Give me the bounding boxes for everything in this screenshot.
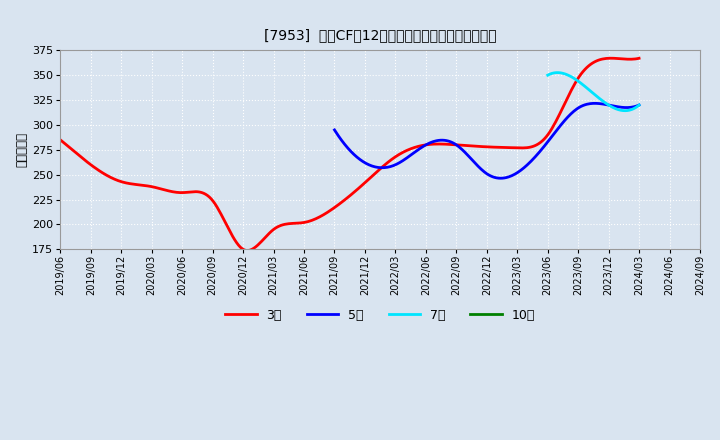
Title: [7953]  営業CFの12か月移動合計の標準偏差の推移: [7953] 営業CFの12か月移動合計の標準偏差の推移 — [264, 28, 497, 42]
Y-axis label: （百万円）: （百万円） — [15, 132, 28, 167]
Legend: 3年, 5年, 7年, 10年: 3年, 5年, 7年, 10年 — [220, 304, 540, 327]
